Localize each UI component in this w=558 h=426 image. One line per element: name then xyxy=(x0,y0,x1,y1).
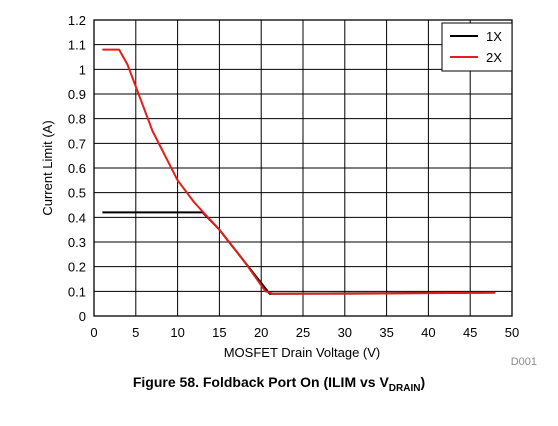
y-tick-label: 0.2 xyxy=(68,260,86,275)
chart: 0 5 10 15 20 25 30 35 40 45 50 0 0.1 0.2 0.3 0.4 0.5 0.6… xyxy=(40,13,537,368)
y-tick-label: 0.3 xyxy=(68,235,86,250)
y-tick-label: 0.7 xyxy=(68,136,86,151)
caption-main: Figure 58. Foldback Port On (ILIM vs V xyxy=(132,374,389,390)
y-tick-label: 0.4 xyxy=(68,210,86,225)
y-tick-label: 0.8 xyxy=(68,112,86,127)
y-tick-label: 1.1 xyxy=(68,38,86,53)
x-tick-label: 35 xyxy=(379,325,393,340)
x-tick-label: 10 xyxy=(170,325,184,340)
y-tick-label: 0.1 xyxy=(68,284,86,299)
legend-box xyxy=(441,22,513,72)
y-tick-label: 0.6 xyxy=(68,161,86,176)
x-tick-label: 45 xyxy=(463,325,477,340)
y-tick-label: 0.5 xyxy=(68,186,86,201)
legend-label-1x: 1X xyxy=(486,29,502,44)
y-tick-label: 0.9 xyxy=(68,87,86,102)
figure-caption: Figure 58. Foldback Port On (ILIM vs VDR… xyxy=(0,374,558,394)
x-tick-label: 30 xyxy=(338,325,352,340)
legend-label-2x: 2X xyxy=(486,50,502,65)
caption-subscript: DRAIN xyxy=(388,382,421,394)
caption-suffix: ) xyxy=(420,374,426,390)
y-tick-label: 1.2 xyxy=(68,13,86,28)
x-tick-labels: 0 5 10 15 20 25 30 35 40 45 50 xyxy=(90,325,519,340)
x-tick-label: 25 xyxy=(296,325,310,340)
figure-id: D001 xyxy=(511,356,537,368)
x-tick-label: 15 xyxy=(212,325,226,340)
series-line-2x xyxy=(102,48,496,295)
x-axis-title: MOSFET Drain Voltage (V) xyxy=(224,345,381,360)
y-tick-label: 0 xyxy=(79,309,86,324)
y-axis-title: Current Limit (A) xyxy=(40,120,55,215)
y-tick-label: 1 xyxy=(79,62,86,77)
plot-frame xyxy=(93,19,513,317)
series-line-1x xyxy=(102,211,496,295)
y-tick-labels: 0 0.1 0.2 0.3 0.4 0.5 0.6 0.7 0.8 0.9 1 1.1 1.2 xyxy=(68,13,86,324)
plot-series xyxy=(102,48,496,295)
x-tick-label: 0 xyxy=(90,325,97,340)
x-tick-label: 40 xyxy=(421,325,435,340)
legend: 1X 2X xyxy=(441,22,513,72)
x-tick-label: 50 xyxy=(505,325,519,340)
x-tick-label: 20 xyxy=(254,325,268,340)
x-tick-label: 5 xyxy=(132,325,139,340)
